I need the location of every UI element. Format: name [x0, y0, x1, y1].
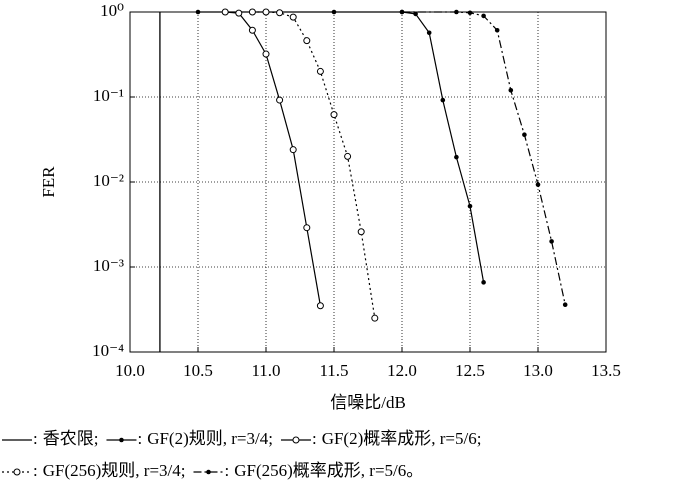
data-point: [330, 111, 338, 119]
series-line: [402, 11, 566, 305]
legend-punct: ;: [94, 429, 99, 448]
legend-label: GF(256)规则, r=3/4: [43, 461, 182, 480]
data-point: [454, 9, 459, 15]
data-point: [399, 9, 405, 15]
data-point: [481, 13, 486, 19]
data-point: [235, 9, 243, 17]
series-line: [252, 11, 376, 319]
data-point: [535, 182, 541, 187]
legend-label: GF(256)概率成形, r=5/6: [234, 461, 406, 480]
y-tick-label: 10⁻⁴: [92, 341, 124, 360]
data-point: [549, 239, 554, 244]
y-tick-label: 10⁻²: [93, 171, 124, 190]
legend-marker: [206, 469, 211, 475]
legend-punct: :: [137, 429, 142, 448]
x-tick-label: 12.5: [455, 361, 485, 380]
data-point: [289, 13, 297, 21]
data-point: [262, 50, 270, 58]
data-point: [262, 8, 270, 16]
legend-punct: :: [33, 429, 38, 448]
series-line: [198, 11, 485, 283]
legend-label: GF(2)概率成形, r=5/6: [322, 429, 477, 448]
y-tick-label: 10⁻³: [93, 256, 124, 275]
data-point: [413, 11, 418, 17]
x-tick-label: 12.0: [387, 361, 417, 380]
y-tick-label: 10⁰: [100, 1, 124, 20]
data-point: [221, 8, 229, 16]
y-axis-label: FER: [39, 166, 58, 198]
x-tick-label: 11.5: [319, 361, 348, 380]
y-tick-label: 10⁻¹: [93, 86, 124, 105]
data-point: [303, 37, 311, 45]
legend-punct: ;: [181, 461, 186, 480]
data-point: [426, 30, 432, 36]
data-point: [316, 67, 324, 75]
legend-punct: :: [33, 461, 38, 480]
legend-punct: 。: [406, 461, 423, 480]
x-tick-label: 11.0: [251, 361, 280, 380]
x-tick-label: 10.5: [183, 361, 213, 380]
data-point: [344, 152, 352, 160]
x-tick-label: 13.5: [591, 361, 621, 380]
data-point: [289, 146, 297, 154]
data-point: [331, 9, 337, 15]
legend-marker: [292, 436, 300, 444]
data-point: [248, 26, 256, 34]
data-point: [303, 224, 311, 232]
data-point: [481, 280, 486, 285]
data-point: [522, 132, 527, 138]
data-point: [276, 9, 284, 17]
data-point: [467, 10, 473, 16]
data-point: [248, 8, 256, 16]
data-point: [508, 87, 514, 93]
data-point: [494, 27, 500, 33]
data-point: [440, 97, 446, 103]
legend-punct: :: [312, 429, 317, 448]
legend-label: GF(2)规则, r=3/4: [147, 429, 269, 448]
data-point: [467, 203, 473, 209]
legend-punct: ;: [477, 429, 482, 448]
legend-punct: ;: [268, 429, 273, 448]
legend-label: 香农限: [43, 429, 94, 448]
x-tick-label: 10.0: [115, 361, 145, 380]
x-axis-label: 信噪比/dB: [330, 393, 406, 412]
data-point: [562, 302, 568, 308]
data-point: [454, 154, 459, 160]
data-point: [276, 96, 284, 104]
data-point: [357, 228, 365, 236]
series-line: [225, 11, 321, 306]
data-point: [371, 314, 379, 322]
data-point: [316, 302, 324, 310]
legend-punct: :: [225, 461, 230, 480]
data-point: [195, 9, 201, 15]
legend-marker: [119, 437, 124, 443]
x-tick-label: 13.0: [523, 361, 553, 380]
legend-marker: [13, 468, 21, 476]
